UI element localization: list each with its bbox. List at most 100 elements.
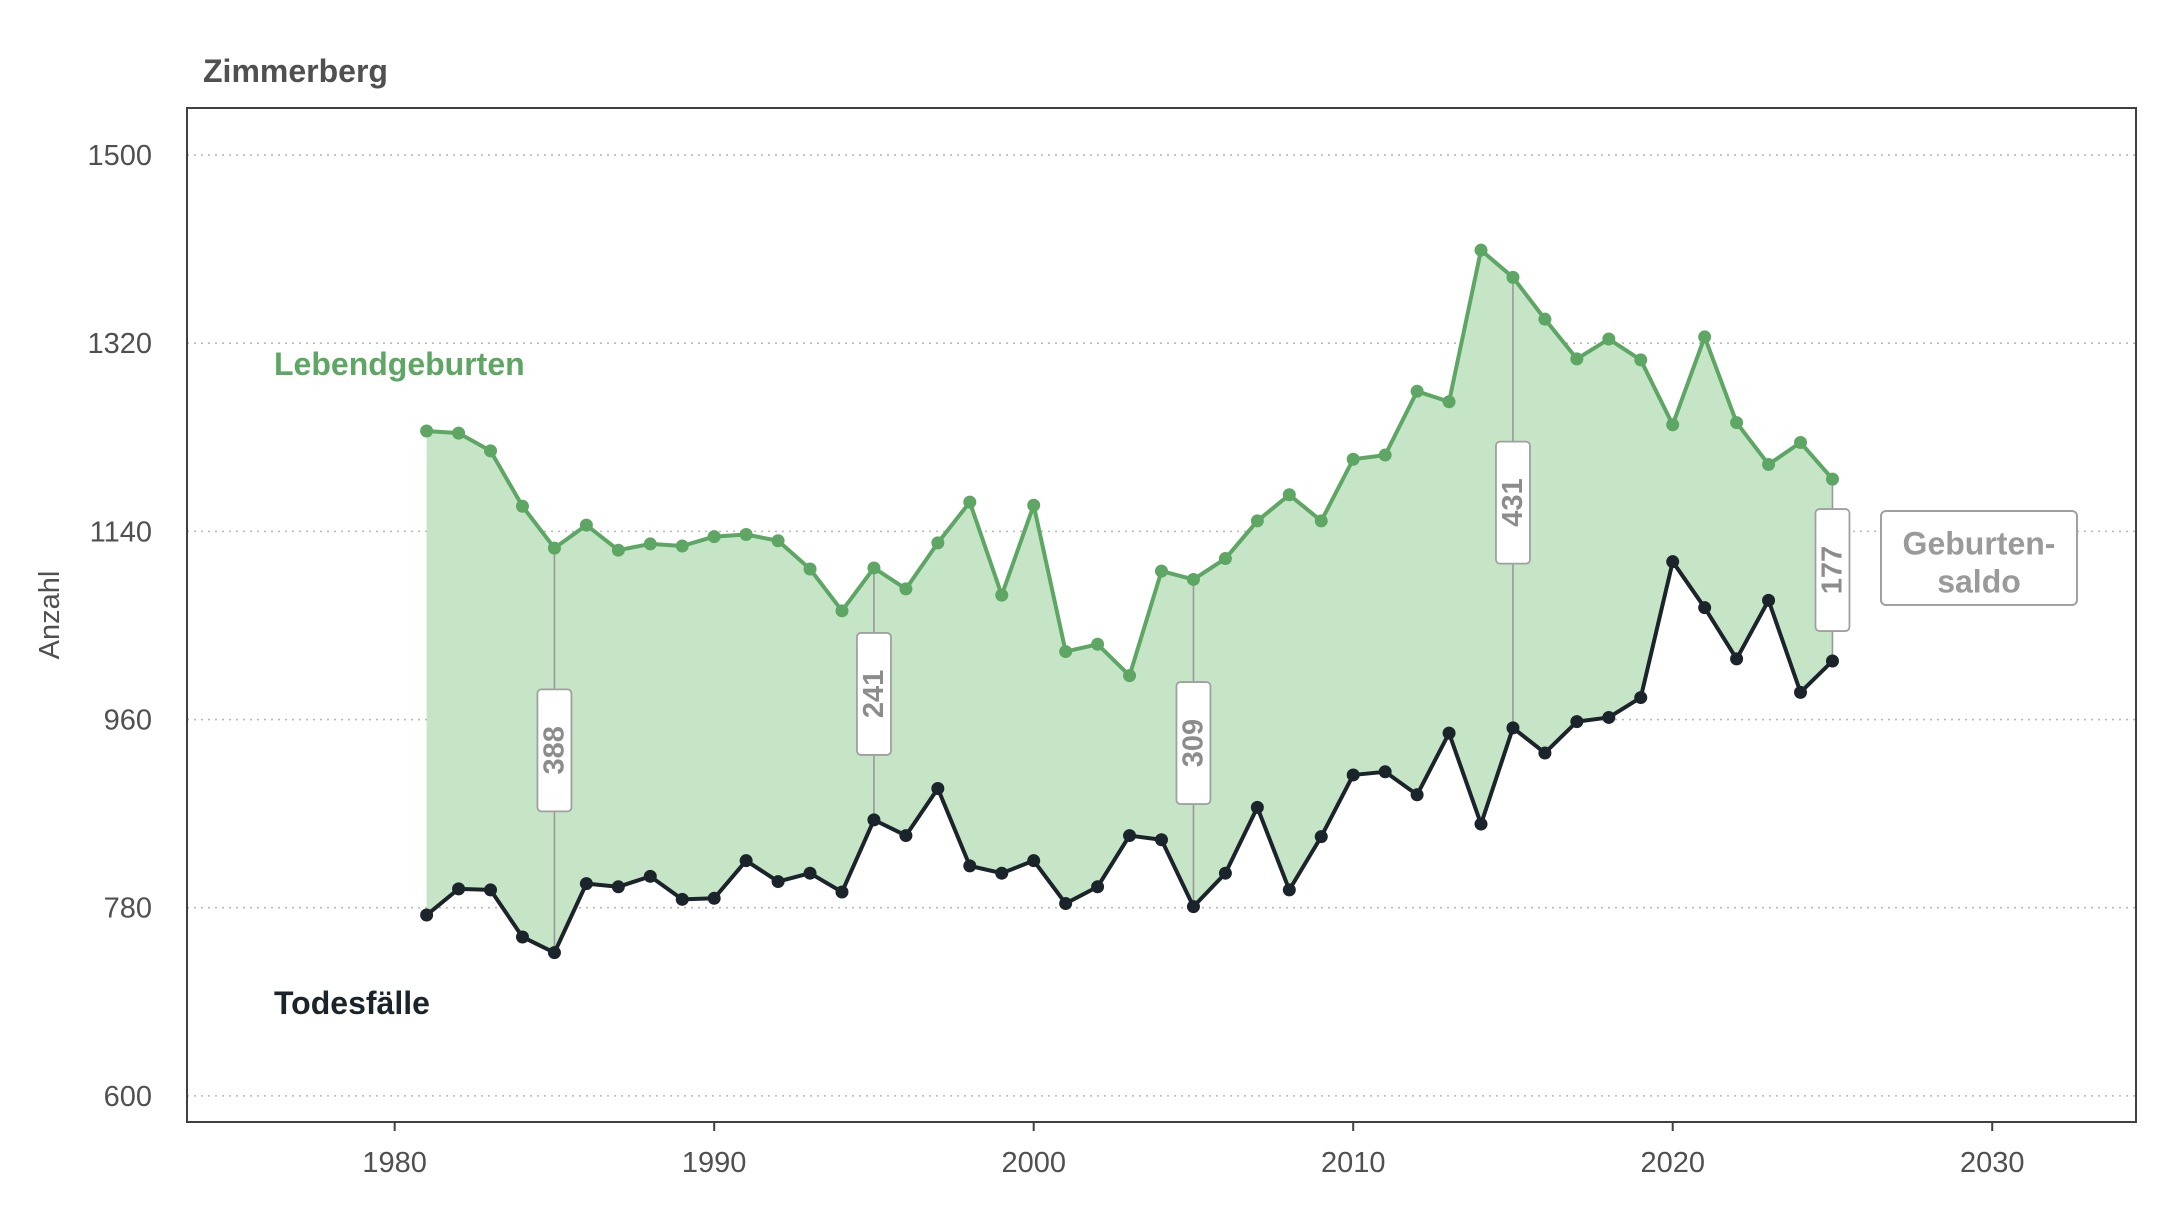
saldo-annotation-box — [856, 632, 892, 756]
saldo-annotation: 177 — [1814, 508, 1851, 632]
deaths-point — [899, 829, 913, 843]
deaths-point — [1474, 817, 1488, 831]
births-point — [1027, 498, 1041, 512]
saldo-legend-line2: saldo — [1937, 563, 2021, 599]
deaths-point — [1538, 746, 1552, 760]
deaths-point — [1186, 900, 1200, 914]
deaths-point — [1410, 788, 1424, 802]
births-point — [963, 495, 977, 509]
deaths-point — [515, 930, 529, 944]
births-point — [1186, 572, 1200, 586]
deaths-point — [1762, 593, 1776, 607]
deaths-point — [1602, 710, 1616, 724]
deaths-point — [1442, 726, 1456, 740]
x-tick-label: 2000 — [1001, 1147, 1066, 1179]
births-point — [1346, 452, 1360, 466]
deaths-point — [1123, 829, 1137, 843]
births-point — [1762, 457, 1776, 471]
chart-title: Zimmerberg — [203, 53, 388, 89]
births-point — [579, 518, 593, 532]
births-series-label: Lebendgeburten — [274, 346, 525, 382]
x-tick-label: 2030 — [1960, 1147, 2025, 1179]
deaths-point — [452, 882, 466, 896]
fill-area — [426, 250, 1833, 953]
deaths-point — [1314, 830, 1328, 844]
births-point — [611, 543, 625, 557]
births-point — [1666, 418, 1680, 432]
saldo-legend-line1: Geburten- — [1903, 525, 2056, 561]
births-point — [899, 582, 913, 596]
births-series — [420, 243, 1839, 683]
x-tick-label: 2010 — [1321, 1147, 1386, 1179]
births-point — [643, 537, 657, 551]
deaths-point — [835, 885, 849, 899]
births-point — [547, 541, 561, 555]
deaths-point — [1730, 652, 1744, 666]
births-point — [1378, 448, 1392, 462]
births-point — [995, 588, 1009, 602]
deaths-point — [1634, 691, 1648, 705]
deaths-point — [1666, 555, 1680, 569]
deaths-point — [547, 946, 561, 960]
saldo-annotation-label: 309 — [1177, 719, 1209, 767]
x-tick-label: 2020 — [1640, 1147, 1705, 1179]
births-point — [1282, 488, 1296, 502]
births-point — [1442, 395, 1456, 409]
births-point — [1059, 645, 1073, 659]
births-point — [1602, 332, 1616, 346]
births-point — [931, 536, 945, 550]
births-point — [675, 539, 689, 553]
deaths-point — [675, 892, 689, 906]
deaths-point — [803, 866, 817, 880]
deaths-point — [867, 813, 881, 827]
deaths-point — [420, 908, 434, 922]
y-tick-label: 1320 — [87, 328, 152, 360]
saldo-annotation: 241 — [856, 632, 892, 756]
deaths-point — [739, 854, 753, 868]
births-point — [835, 604, 849, 618]
deaths-point — [707, 891, 721, 905]
deaths-point — [1218, 866, 1232, 880]
deaths-point — [1282, 883, 1296, 897]
deaths-point — [1794, 685, 1808, 699]
births-point — [1825, 472, 1839, 486]
x-axis: 1980 1990 2000 2010 2020 2030 — [362, 1122, 2024, 1179]
saldo-annotation-box — [1814, 508, 1851, 632]
deaths-point — [1825, 654, 1839, 668]
births-point — [1123, 669, 1137, 683]
deaths-point — [484, 883, 498, 897]
births-point — [452, 426, 466, 440]
deaths-point — [771, 875, 785, 889]
saldo-annotation-box — [1175, 681, 1212, 805]
deaths-point — [579, 877, 593, 891]
saldo-annotation-label: 241 — [858, 670, 890, 718]
y-axis-title: Anzahl — [34, 571, 66, 660]
deaths-point — [1346, 768, 1360, 782]
births-point — [1698, 330, 1712, 344]
saldo-annotation-label: 177 — [1816, 546, 1848, 594]
saldo-annotation: 388 — [536, 688, 573, 813]
plot-frame — [186, 107, 2137, 1123]
births-point — [515, 499, 529, 513]
births-point — [771, 534, 785, 548]
y-tick-label: 600 — [104, 1081, 152, 1113]
births-point — [1538, 312, 1552, 326]
deaths-point — [611, 880, 625, 894]
deaths-point — [1250, 800, 1264, 814]
series — [420, 243, 1839, 960]
deaths-point — [1570, 715, 1584, 729]
deaths-point — [1027, 854, 1041, 868]
deaths-series-label: Todesfälle — [274, 985, 430, 1021]
deaths-point — [963, 859, 977, 873]
saldo-annotation-box — [536, 688, 573, 813]
deaths-point — [1506, 721, 1520, 735]
births-point — [1730, 416, 1744, 430]
y-tick-label: 780 — [104, 893, 152, 925]
saldo-area — [426, 250, 1833, 953]
x-tick-label: 1990 — [682, 1147, 747, 1179]
births-point — [1474, 243, 1488, 257]
deaths-point — [931, 782, 945, 796]
deaths-series — [420, 555, 1839, 960]
deaths-point — [1155, 833, 1168, 847]
